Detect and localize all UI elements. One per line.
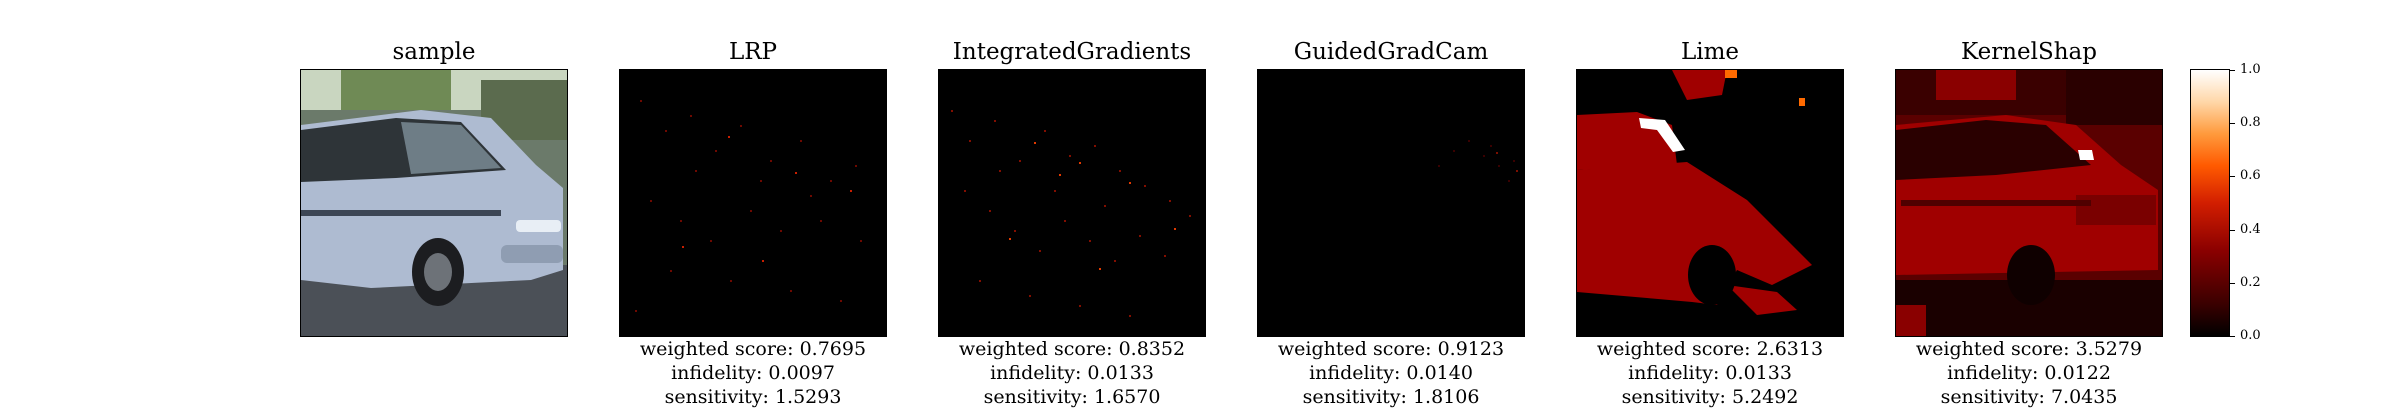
weighted-score: weighted score: 0.9123 bbox=[1277, 338, 1505, 360]
sample-image bbox=[300, 69, 568, 337]
colorbar-tick-label: 1.0 bbox=[2240, 62, 2261, 77]
sensitivity: sensitivity: 7.0435 bbox=[1940, 386, 2118, 408]
lrp-heatmap-image bbox=[620, 70, 886, 336]
integrated-gradients-heatmap-image bbox=[939, 70, 1205, 336]
metrics-lrp: weighted score: 0.7695 infidelity: 0.009… bbox=[619, 337, 887, 409]
sensitivity: sensitivity: 1.6570 bbox=[983, 386, 1161, 408]
infidelity: infidelity: 0.0097 bbox=[671, 362, 835, 384]
integrated-gradients-heatmap bbox=[938, 69, 1206, 337]
colorbar-tick-label: 0.8 bbox=[2240, 115, 2261, 131]
metrics-kernel-shap: weighted score: 3.5279 infidelity: 0.012… bbox=[1895, 337, 2163, 409]
colorbar-tick-label: 0.6 bbox=[2240, 168, 2261, 184]
colorbar-tick bbox=[2229, 229, 2235, 231]
weighted-score: weighted score: 0.7695 bbox=[639, 338, 867, 360]
guided-grad-cam-heatmap-image bbox=[1258, 70, 1524, 336]
car-photo bbox=[301, 70, 567, 336]
panel-title-sample: sample bbox=[392, 39, 476, 65]
weighted-score: weighted score: 2.6313 bbox=[1596, 338, 1824, 360]
lime-heatmap-image bbox=[1577, 70, 1843, 336]
colorbar bbox=[2190, 69, 2230, 337]
weighted-score: weighted score: 0.8352 bbox=[958, 338, 1186, 360]
sensitivity: sensitivity: 5.2492 bbox=[1621, 386, 1799, 408]
colorbar-tick-label: 0.4 bbox=[2240, 221, 2261, 237]
sensitivity: sensitivity: 1.8106 bbox=[1302, 386, 1480, 408]
lrp-heatmap bbox=[619, 69, 887, 337]
kernel-shap-heatmap-image bbox=[1896, 70, 2162, 336]
panel-title-guided-grad-cam: GuidedGradCam bbox=[1293, 39, 1489, 65]
colorbar-tick bbox=[2229, 282, 2235, 284]
guided-grad-cam-heatmap bbox=[1257, 69, 1525, 337]
panel-title-lrp: LRP bbox=[728, 39, 778, 65]
metrics-guided-grad-cam: weighted score: 0.9123 infidelity: 0.014… bbox=[1257, 337, 1525, 409]
sensitivity: sensitivity: 1.5293 bbox=[664, 386, 842, 408]
metrics-integrated-gradients: weighted score: 0.8352 infidelity: 0.013… bbox=[938, 337, 1206, 409]
panel-title-kernel-shap: KernelShap bbox=[1961, 39, 2097, 65]
lime-heatmap bbox=[1576, 69, 1844, 337]
infidelity: infidelity: 0.0133 bbox=[1628, 362, 1792, 384]
infidelity: infidelity: 0.0140 bbox=[1309, 362, 1473, 384]
colorbar-tick bbox=[2229, 176, 2235, 178]
kernel-shap-heatmap bbox=[1895, 69, 2163, 337]
colorbar-tick bbox=[2229, 336, 2235, 337]
weighted-score: weighted score: 3.5279 bbox=[1915, 338, 2143, 360]
metrics-lime: weighted score: 2.6313 infidelity: 0.013… bbox=[1576, 337, 1844, 409]
panel-title-lime: Lime bbox=[1680, 39, 1740, 65]
colorbar-tick-label: 0.2 bbox=[2240, 274, 2261, 290]
colorbar-tick-label: 0.0 bbox=[2240, 328, 2261, 343]
colorbar-tick bbox=[2229, 70, 2235, 71]
panel-title-integrated-gradients: IntegratedGradients bbox=[952, 39, 1192, 65]
infidelity: infidelity: 0.0122 bbox=[1947, 362, 2111, 384]
colorbar-tick bbox=[2229, 123, 2235, 125]
infidelity: infidelity: 0.0133 bbox=[990, 362, 1154, 384]
